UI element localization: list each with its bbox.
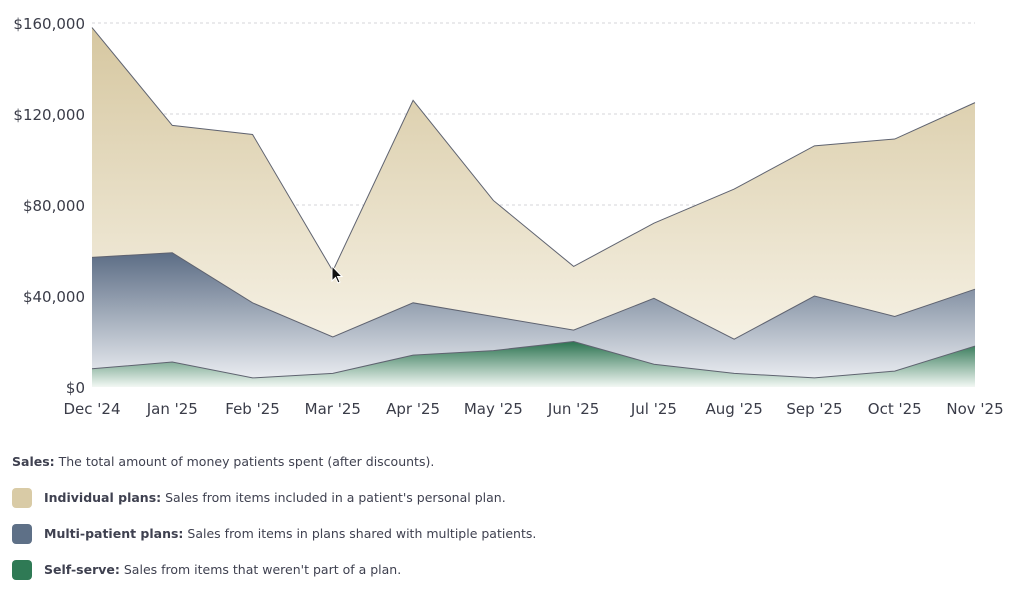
area-fill-self [92, 341, 975, 387]
y-axis-ticks: $0 $40,000 $80,000 $120,000 $160,000 [13, 15, 85, 397]
sales-description-text: The total amount of money patients spent… [58, 454, 435, 469]
x-tick-label: May '25 [464, 400, 523, 418]
legend-item-multi: Multi-patient plans: Sales from items in… [12, 524, 1012, 544]
legend-swatch-multi [12, 524, 32, 544]
area-fill-multi [92, 252, 975, 387]
legend-text-self: Sales from items that weren't part of a … [123, 562, 402, 577]
series-line-individual [91, 27, 976, 273]
x-tick-label: Feb '25 [225, 400, 280, 418]
y-tick-label: $0 [66, 379, 85, 397]
y-tick-label: $80,000 [23, 197, 85, 215]
x-tick-label: Aug '25 [706, 400, 763, 418]
x-tick-label: Mar '25 [305, 400, 361, 418]
mouse-cursor-icon [331, 264, 344, 284]
x-tick-label: Jun '25 [547, 400, 599, 418]
x-tick-label: Oct '25 [868, 400, 922, 418]
x-axis-ticks: Dec '24 Jan '25 Feb '25 Mar '25 Apr '25 May '… [63, 400, 1003, 418]
sales-description-label: Sales: [12, 454, 55, 469]
legend-item-individual: Individual plans: Sales from items inclu… [12, 488, 1012, 508]
legend-label-individual: Individual plans: [44, 490, 162, 505]
legend-swatch-individual [12, 488, 32, 508]
x-tick-label: Nov '25 [946, 400, 1003, 418]
x-tick-label: Jan '25 [146, 400, 198, 418]
legend-text-individual: Sales from items included in a patient's… [165, 490, 506, 505]
x-tick-label: Sep '25 [786, 400, 842, 418]
x-tick-label: Jul '25 [630, 400, 677, 418]
series-line-self [91, 340, 976, 379]
sales-description: Sales: The total amount of money patient… [12, 452, 1012, 472]
legend-swatch-self [12, 560, 32, 580]
area-fill-individual [92, 27, 975, 388]
y-tick-label: $160,000 [13, 15, 85, 33]
area-series [91, 27, 976, 388]
x-tick-label: Dec '24 [63, 400, 120, 418]
chart-legend: Sales: The total amount of money patient… [12, 452, 1012, 596]
y-tick-label: $120,000 [13, 106, 85, 124]
legend-text-multi: Sales from items in plans shared with mu… [187, 526, 537, 541]
sales-area-chart: $0 $40,000 $80,000 $120,000 $160,000 Dec '24… [13, 15, 1003, 418]
y-tick-label: $40,000 [23, 288, 85, 306]
legend-label-self: Self-serve: [44, 562, 120, 577]
x-tick-label: Apr '25 [386, 400, 440, 418]
series-line-multi [91, 252, 976, 340]
legend-label-multi: Multi-patient plans: [44, 526, 184, 541]
legend-item-self: Self-serve: Sales from items that weren'… [12, 560, 1012, 580]
